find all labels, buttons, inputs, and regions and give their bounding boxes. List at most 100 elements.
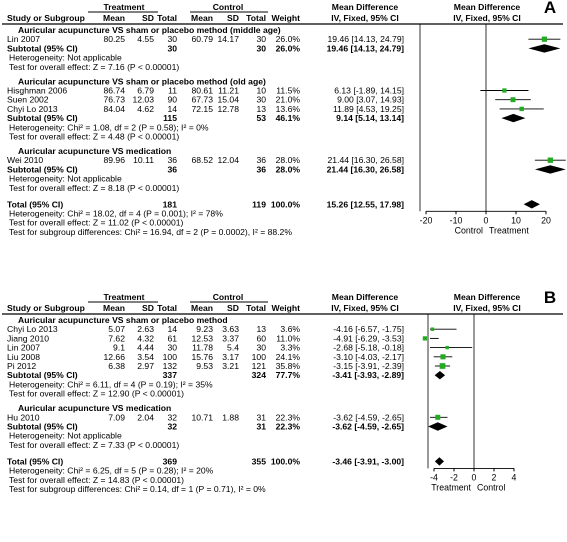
treatment-sd: 3.54 xyxy=(137,352,154,362)
study-ci: -4.16 [-6.57, -1.75] xyxy=(333,324,404,334)
subgroup-title: Auricular acupuncture VS sham or placebo… xyxy=(18,315,228,325)
control-sd: 3.37 xyxy=(222,333,239,343)
subtotal-diamond xyxy=(501,113,526,123)
footer-note: Heterogeneity: Chi² = 18.02, df = 4 (P =… xyxy=(9,209,223,219)
total-label: Total (95% CI) xyxy=(7,199,63,209)
study-ci: -3.15 [-3.91, -2.39] xyxy=(333,361,404,371)
subgroup-note: Heterogeneity: Not applicable xyxy=(9,174,122,184)
control-total: 13 xyxy=(256,324,266,334)
subtotal-weight: 46.1% xyxy=(276,113,301,123)
control-mean: 68.52 xyxy=(191,155,213,165)
group1-header: Treatment xyxy=(103,2,144,12)
control-mean: 10.71 xyxy=(191,412,213,422)
study-name: Pi 2012 xyxy=(7,361,36,371)
subtotal-treatment-total: 36 xyxy=(167,164,177,174)
x-tick-label: -4 xyxy=(430,472,438,482)
subtotal-control-total: 36 xyxy=(256,164,266,174)
control-sd: 1.88 xyxy=(222,412,239,422)
effect-square xyxy=(445,345,449,350)
effect-square xyxy=(440,354,446,360)
treatment-total: 90 xyxy=(167,95,177,105)
control-mean: 9.53 xyxy=(196,361,213,371)
subgroup-note: Test for overall effect: Z = 12.90 (P < … xyxy=(9,389,184,399)
md-plot-subheader: IV, Fixed, 95% CI xyxy=(453,303,521,313)
group2-header: Control xyxy=(213,2,244,12)
total-control-total: 119 xyxy=(252,199,266,209)
subtotal-weight: 22.3% xyxy=(276,422,301,432)
control-mean: 11.78 xyxy=(192,343,213,353)
treatment-total: 132 xyxy=(163,361,178,371)
total-control-total: 355 xyxy=(252,456,267,466)
treatment-mean: 7.09 xyxy=(108,412,125,422)
total-weight: 100.0% xyxy=(271,199,301,209)
control-sd-header: SD xyxy=(227,13,239,23)
treatment-total-header: Total xyxy=(157,303,177,313)
md-col-header: Mean Difference xyxy=(332,292,399,302)
treatment-mean: 84.04 xyxy=(103,104,125,114)
study-weight: 3.6% xyxy=(280,324,300,334)
treatment-mean-header: Mean xyxy=(103,303,125,313)
favours-left-label: Control xyxy=(455,225,483,235)
control-sd: 11.21 xyxy=(218,86,239,96)
total-treatment-total: 369 xyxy=(163,456,178,466)
control-sd: 15.04 xyxy=(217,95,239,105)
effect-square xyxy=(435,414,441,420)
treatment-mean-header: Mean xyxy=(103,13,125,23)
control-total: 30 xyxy=(256,34,266,44)
x-tick-label: 20 xyxy=(541,215,551,225)
control-mean-header: Mean xyxy=(191,303,213,313)
study-weight: 22.3% xyxy=(276,412,301,422)
subtotal-ci: 9.14 [5.14, 13.14] xyxy=(336,113,404,123)
study-name: Lin 2007 xyxy=(7,343,40,353)
total-diamond xyxy=(434,457,444,466)
treatment-sd: 4.55 xyxy=(137,34,154,44)
treatment-total: 11 xyxy=(168,86,177,96)
subgroup-note: Heterogeneity: Chi² = 1.08, df = 2 (P = … xyxy=(9,122,209,132)
subgroup-title: Auricular acupuncture VS sham or placebo… xyxy=(18,76,266,86)
effect-square xyxy=(547,157,553,163)
control-sd: 14.17 xyxy=(217,34,239,44)
study-ci: 21.44 [16.30, 26.58] xyxy=(328,155,404,165)
control-mean: 12.53 xyxy=(191,333,213,343)
control-mean: 67.73 xyxy=(191,95,213,105)
effect-square xyxy=(519,106,524,112)
control-total: 31 xyxy=(256,412,266,422)
subgroup-title: Auricular acupuncture VS medication xyxy=(18,146,171,156)
total-label: Total (95% CI) xyxy=(7,456,63,466)
treatment-sd: 6.79 xyxy=(137,86,154,96)
treatment-total-header: Total xyxy=(157,13,177,23)
study-weight: 21.0% xyxy=(276,95,301,105)
control-mean: 15.76 xyxy=(191,352,213,362)
subgroup-note: Test for overall effect: Z = 8.18 (P < 0… xyxy=(9,183,179,193)
control-mean: 60.79 xyxy=(191,34,213,44)
study-weight: 11.0% xyxy=(276,333,300,343)
treatment-sd: 4.62 xyxy=(137,104,154,114)
subtotal-control-total: 30 xyxy=(256,43,266,53)
treatment-total: 61 xyxy=(167,333,177,343)
study-weight: 11.5% xyxy=(276,86,300,96)
study-col-header: Study or Subgroup xyxy=(7,303,85,313)
panel-label: A xyxy=(544,0,556,17)
treatment-mean: 5.07 xyxy=(108,324,125,334)
control-total-header: Total xyxy=(246,13,266,23)
treatment-total: 14 xyxy=(167,104,177,114)
subtotal-ci: 21.44 [16.30, 26.58] xyxy=(327,164,405,174)
footer-note: Test for subgroup differences: Chi² = 16… xyxy=(9,227,292,237)
control-mean: 72.15 xyxy=(191,104,213,114)
total-diamond xyxy=(523,200,540,209)
study-name: Liu 2008 xyxy=(7,352,40,362)
study-weight: 24.1% xyxy=(276,352,301,362)
effect-square xyxy=(439,363,446,369)
x-tick-label: 0 xyxy=(484,215,489,225)
study-ci: -2.68 [-5.18, -0.18] xyxy=(333,343,404,353)
control-total: 13 xyxy=(256,104,266,114)
md-col-subheader: IV, Fixed, 95% CI xyxy=(331,303,399,313)
control-total: 36 xyxy=(256,155,266,165)
subtotal-label: Subtotal (95% CI) xyxy=(7,113,78,123)
subtotal-label: Subtotal (95% CI) xyxy=(7,370,78,380)
subtotal-ci: -3.62 [-4.59, -2.65] xyxy=(332,422,404,432)
control-sd: 3.63 xyxy=(222,324,239,334)
x-tick-label: 0 xyxy=(472,472,477,482)
control-total: 30 xyxy=(256,343,266,353)
